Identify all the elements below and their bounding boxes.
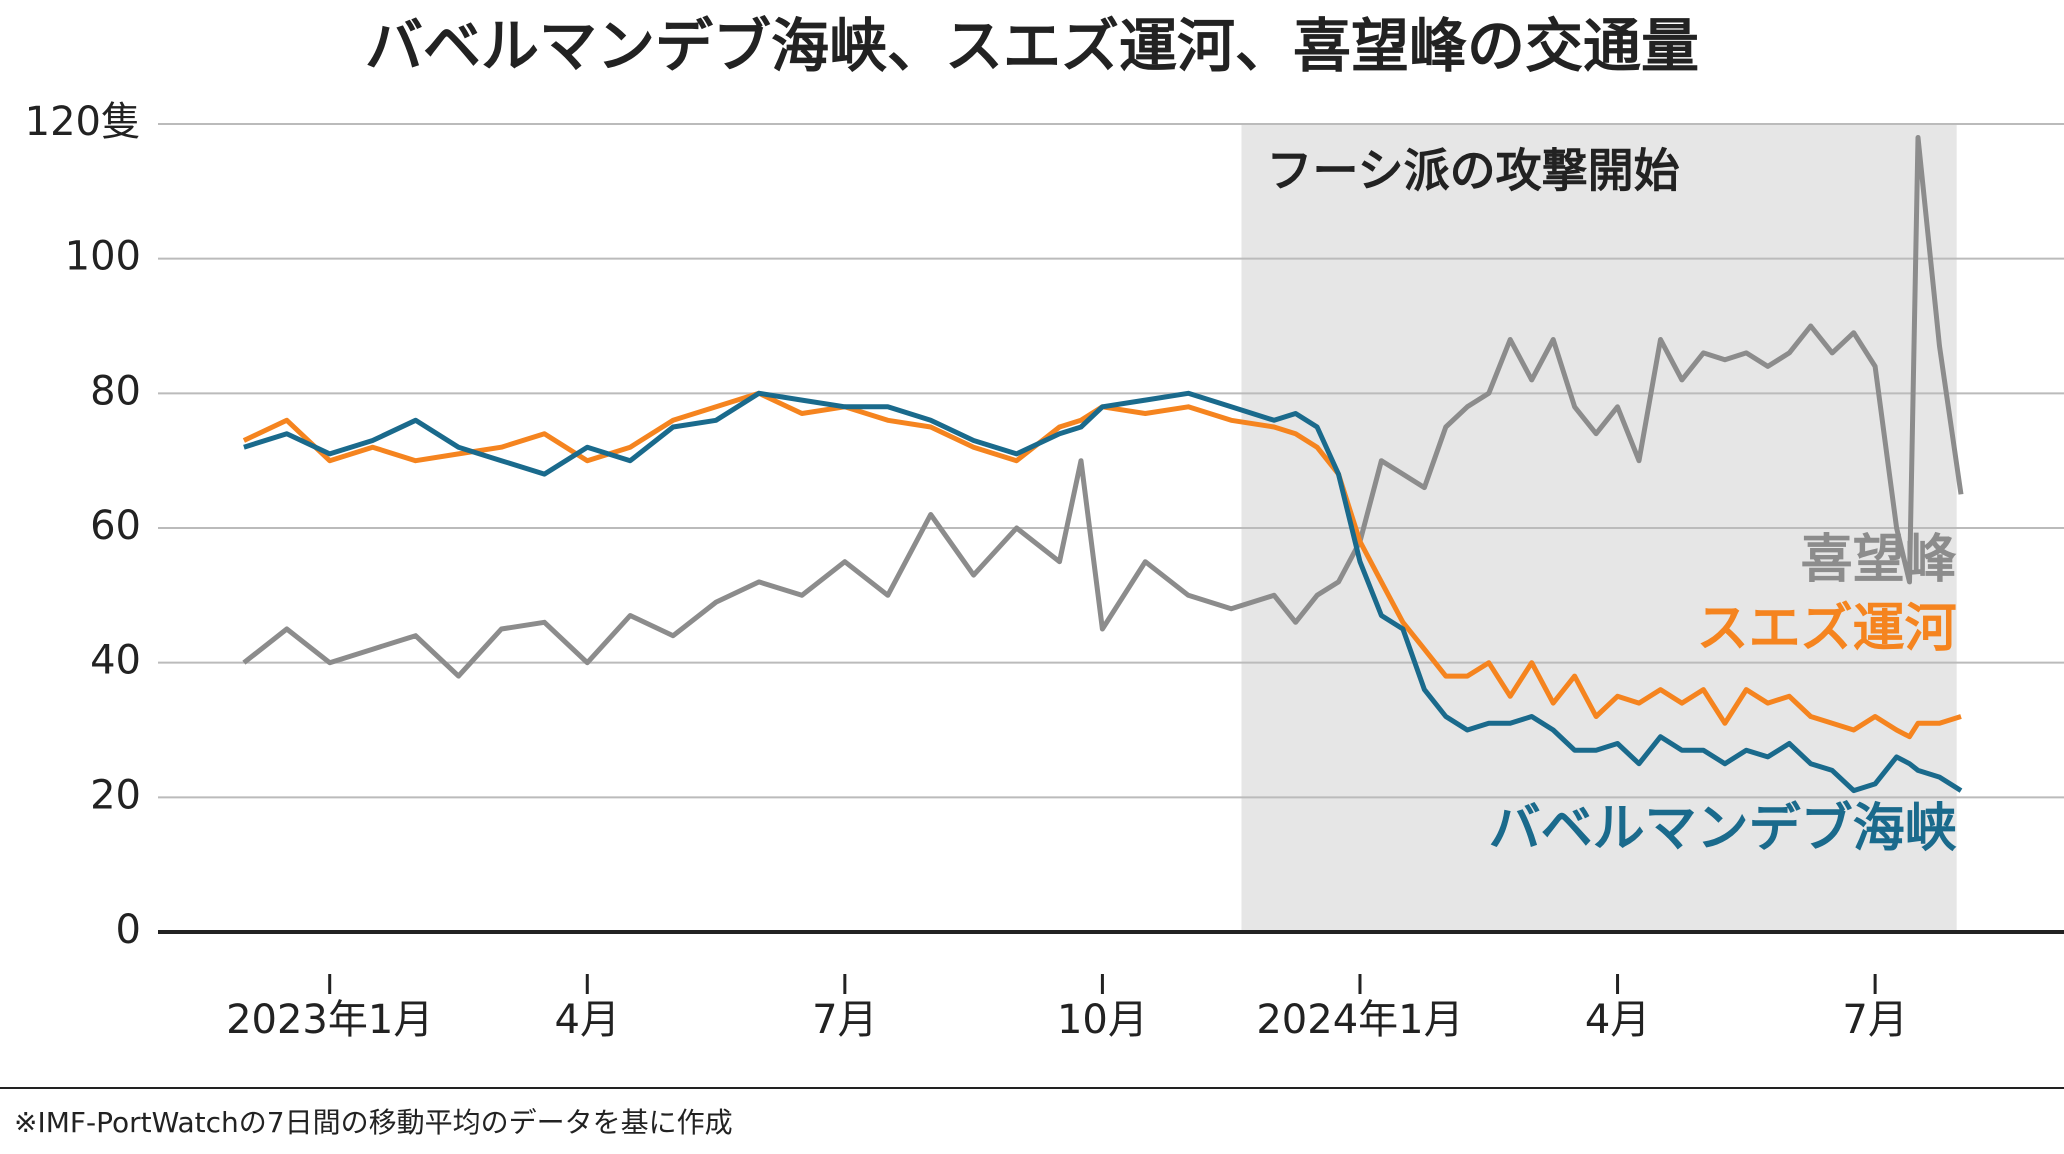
series-label: スエズ運河 <box>1697 599 1957 659</box>
x-tick-label: 7月 <box>1842 997 1907 1043</box>
x-tick-label: 7月 <box>812 997 877 1043</box>
y-tick-label: 20 <box>90 772 141 818</box>
chart-title: バベルマンデブ海峡、スエズ運河、喜望峰の交通量 <box>365 12 1699 80</box>
y-tick-label: 60 <box>90 503 141 549</box>
x-tick-label: 2023年1月 <box>226 997 433 1043</box>
series-line <box>243 390 1963 794</box>
x-tick-label: 4月 <box>1585 997 1650 1043</box>
y-tick-label: 100 <box>65 234 141 280</box>
y-tick-label: 40 <box>90 638 141 684</box>
x-tick-label: 4月 <box>555 997 620 1043</box>
series-label: 喜望峰 <box>1801 530 1957 590</box>
y-tick-label: 0 <box>116 907 141 953</box>
series-line <box>242 390 1962 740</box>
series-label: バベルマンデブ海峡 <box>1489 799 1957 859</box>
x-tick-label: 2024年1月 <box>1256 997 1463 1043</box>
x-tick-label: 10月 <box>1057 997 1148 1043</box>
footnote: ※IMF-PortWatchの7日間の移動平均のデータを基に作成 <box>14 1106 733 1139</box>
y-tick-label: 80 <box>90 368 141 414</box>
y-tick-label: 120隻 <box>25 99 141 145</box>
annotation-label: フーシ派の攻撃開始 <box>1267 144 1680 198</box>
